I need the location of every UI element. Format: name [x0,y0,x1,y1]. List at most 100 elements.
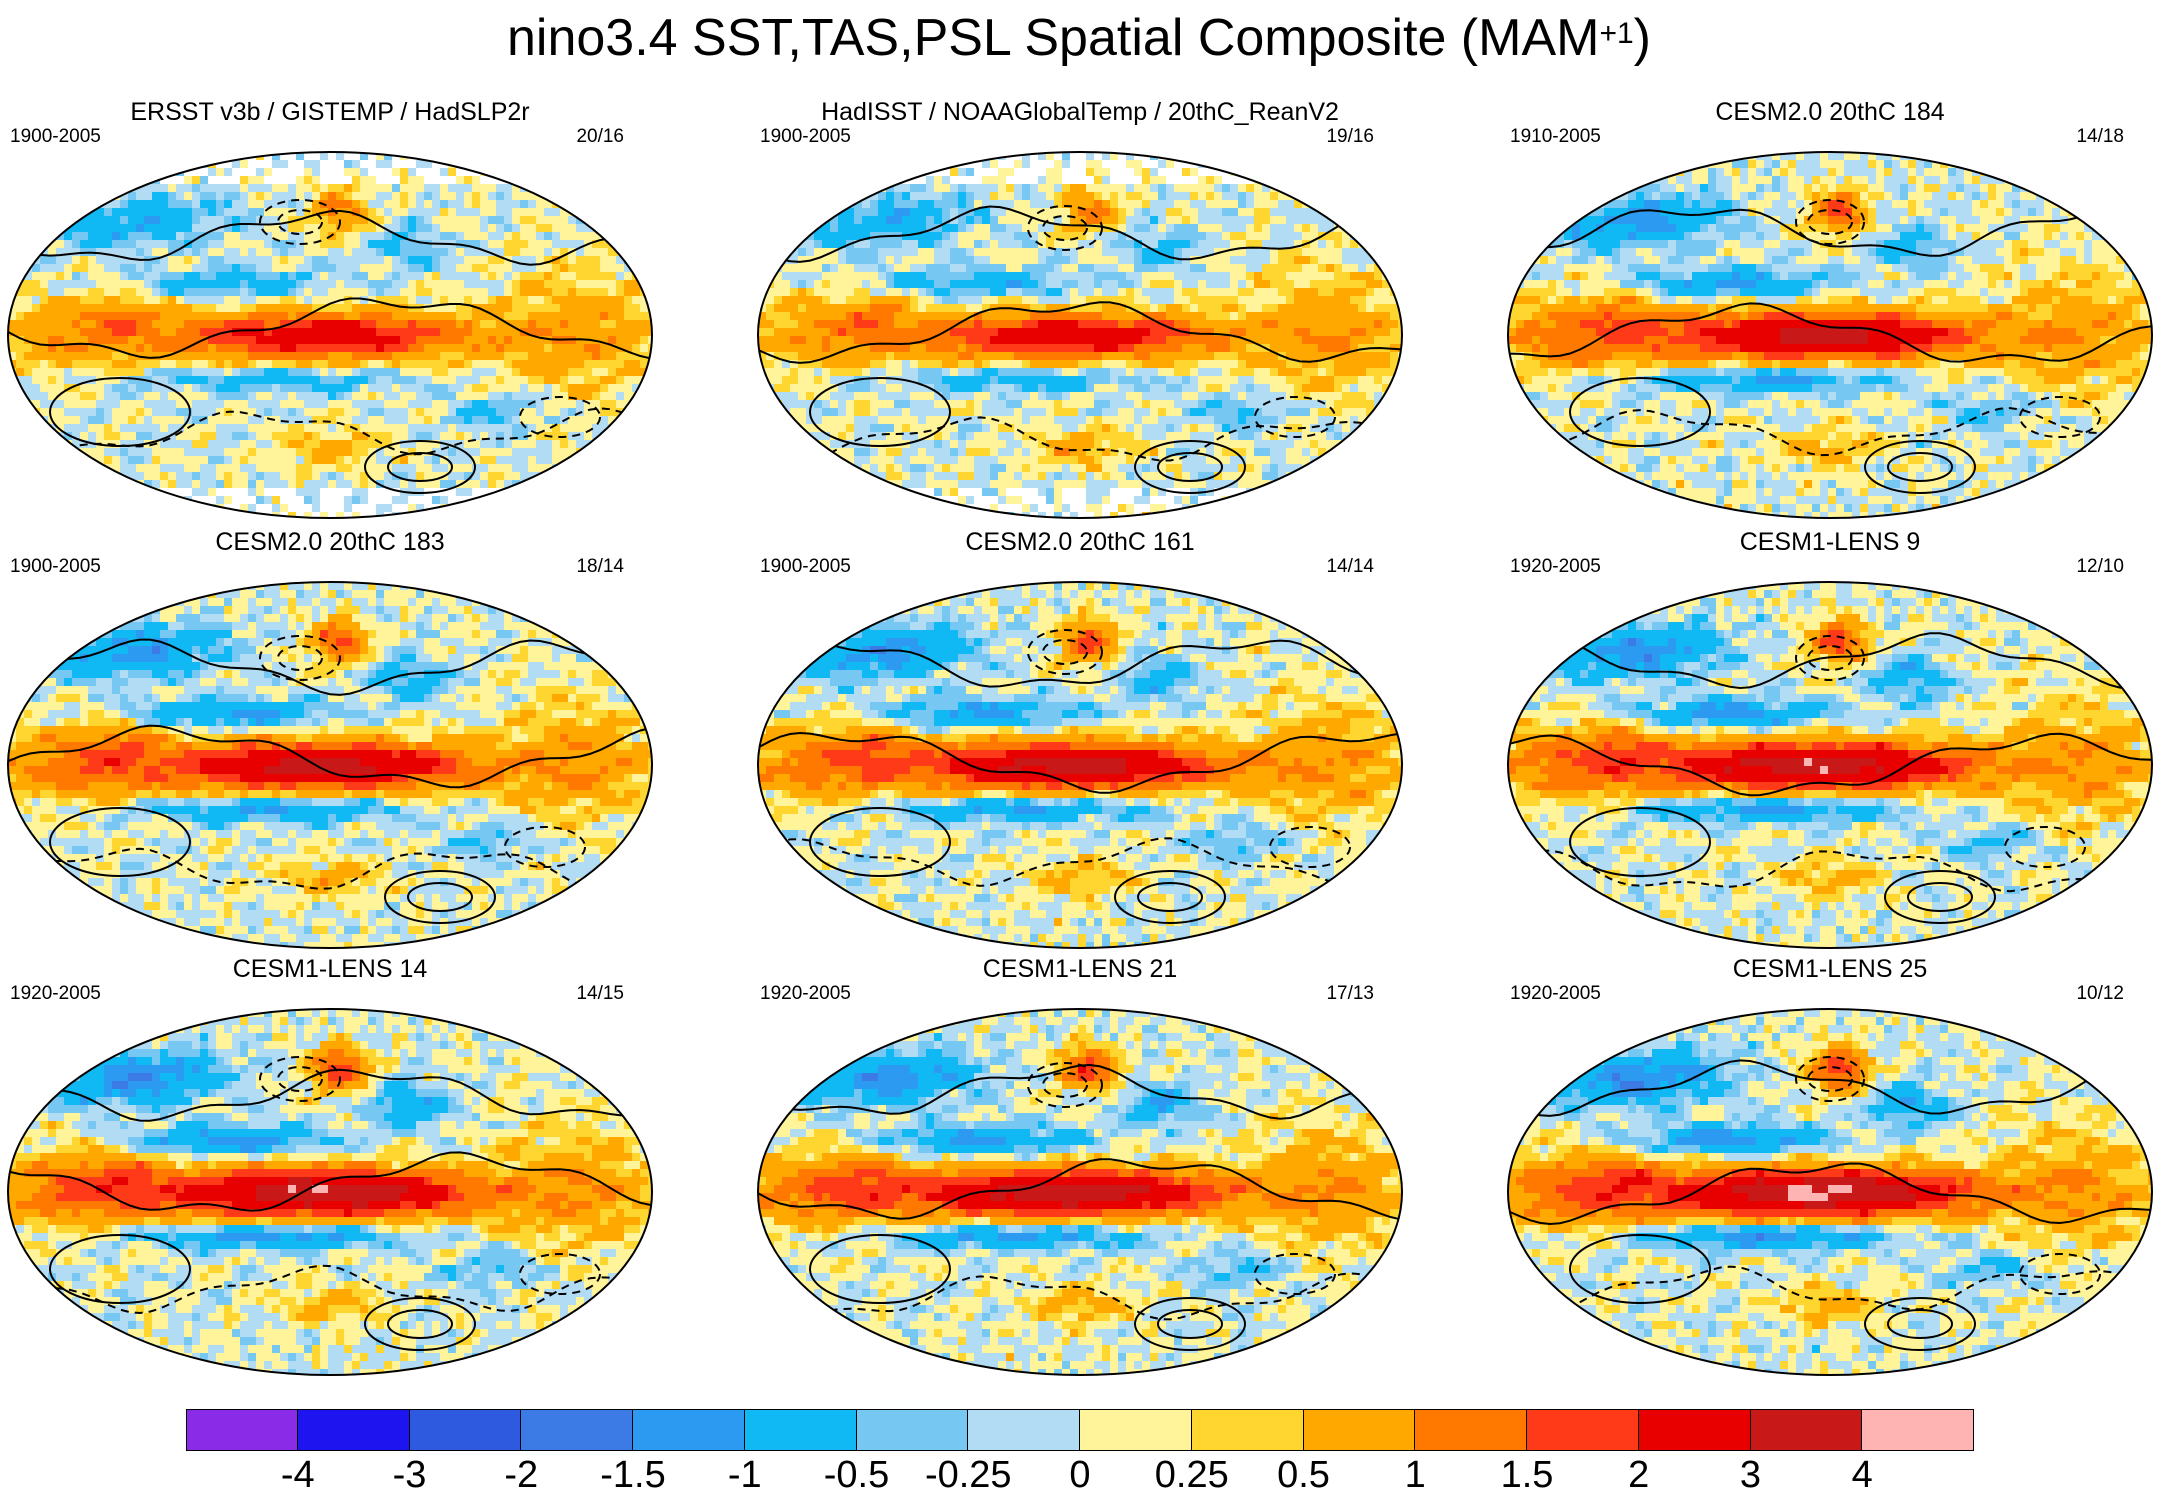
map-plot [757,1008,1403,1376]
psl-contour-negative [8,407,652,456]
psl-contour-positive [1508,1059,2152,1117]
psl-contour-positive [809,377,951,447]
psl-contour-positive [1137,882,1203,912]
colorbar-swatch [1638,1409,1751,1451]
colorbar-tick-label: -2 [504,1453,538,1497]
psl-contours [758,205,1402,494]
colorbar-swatch [1527,1409,1639,1451]
psl-contour-positive [1907,882,1973,912]
panel-years: 1900-2005 [10,126,101,148]
psl-contour-negative [519,1253,601,1295]
psl-contour-positive [1157,452,1223,482]
psl-contour-positive [8,1151,652,1212]
psl-contour-negative [259,635,341,681]
psl-contour-positive [1884,870,1996,924]
colorbar-tick-label: 3 [1740,1453,1761,1497]
figure-title-close: ) [1634,9,1651,67]
psl-contour-positive [49,377,191,447]
map-outline [7,151,653,519]
panel-4: CESM2.0 20thC 183 1900-2005 18/14 [0,528,660,949]
colorbar-swatch [1080,1409,1192,1451]
figure-title: nino3.4 SST,TAS,PSL Spatial Composite (M… [0,6,2158,70]
colorbar-tick-label: 1.5 [1501,1453,1554,1497]
panel-title: CESM1-LENS 25 [1500,955,2158,983]
panel-8: CESM1-LENS 21 1920-2005 17/13 [750,955,1410,1376]
colorbar-tick-label: -3 [393,1453,427,1497]
psl-contour-negative [758,1272,1402,1321]
psl-contour-positive [8,1068,652,1122]
colorbar-swatch [1191,1409,1304,1451]
panel-count: 12/10 [2076,556,2124,578]
panel-title: CESM2.0 20thC 184 [1500,98,2158,126]
panel-count: 18/14 [576,556,624,578]
colorbar-swatch [1862,1409,1974,1451]
map-outline [7,1008,653,1376]
psl-contour-positive [1569,1234,1711,1304]
psl-contour-positive [8,209,652,266]
psl-contour-negative [519,396,601,438]
panel-years: 1920-2005 [760,983,851,1005]
psl-contour-negative [1254,396,1336,438]
panel-9: CESM1-LENS 25 1920-2005 10/12 [1500,955,2158,1376]
colorbar-swatch [744,1409,857,1451]
map-plot [7,1008,653,1376]
colorbar-tick-label: -1.5 [600,1453,665,1497]
psl-contour-negative [2004,826,2086,868]
map-outline [7,581,653,949]
panel-years: 1900-2005 [760,126,851,148]
colorbar-tick-label: 2 [1628,1453,1649,1497]
colorbar-swatch [186,1409,298,1451]
colorbar-tick-label: 0.5 [1277,1453,1330,1497]
psl-contour-positive [1569,377,1711,447]
map-outline [757,581,1403,949]
psl-contour-positive [1134,1297,1246,1351]
psl-contour-positive [1508,302,2152,363]
panel-count: 17/13 [1326,983,1374,1005]
psl-contour-negative [1807,209,1853,235]
psl-contour-positive [8,638,652,696]
psl-contours [758,629,1402,924]
panel-count: 14/15 [576,983,624,1005]
map-plot [757,581,1403,949]
psl-contour-negative [1254,1253,1336,1295]
colorbar-swatch [521,1409,633,1451]
psl-contours [1508,632,2152,924]
psl-contour-negative [1027,205,1103,251]
anomaly-field [758,1009,1402,1375]
panel-2: HadISST / NOAAGlobalTemp / 20thC_ReanV2 … [750,98,1410,519]
psl-contour-positive [364,1297,476,1351]
panel-1: ERSST v3b / GISTEMP / HadSLP2r 1900-2005… [0,98,660,519]
map-plot [1507,151,2153,519]
psl-contour-positive [1508,632,2152,690]
psl-contour-positive [387,1309,453,1339]
psl-contours [1508,199,2152,494]
psl-contour-negative [758,837,1402,887]
colorbar-tick-label: -4 [281,1453,315,1497]
psl-contours [1508,1056,2152,1351]
psl-contour-positive [809,807,951,877]
colorbar-tick-label: 0.25 [1155,1453,1229,1497]
psl-contour-positive [1508,1162,2152,1226]
psl-contour-negative [1042,1072,1088,1098]
colorbar-swatch [856,1409,969,1451]
psl-contours [8,199,652,494]
psl-contour-negative [1269,826,1351,868]
map-outline [1507,1008,2153,1376]
panel-title: CESM2.0 20thC 161 [750,528,1410,556]
psl-contour-negative [1795,1056,1865,1102]
colorbar-swatch [968,1409,1080,1451]
anomaly-field [758,152,1402,518]
psl-contour-negative [8,847,652,891]
psl-contour-negative [1508,849,2152,893]
colorbar-tick-label: 0 [1069,1453,1090,1497]
psl-contour-negative [1027,629,1103,675]
colorbar-tick-label: -1 [728,1453,762,1497]
psl-contour-positive [1508,732,2152,797]
map-plot [1507,581,2153,949]
colorbar-tick-label: -0.5 [824,1453,889,1497]
psl-contour-positive [49,807,191,877]
map-plot [757,151,1403,519]
map-outline [757,151,1403,519]
psl-contour-positive [758,1158,1402,1221]
panel-count: 14/14 [1326,556,1374,578]
